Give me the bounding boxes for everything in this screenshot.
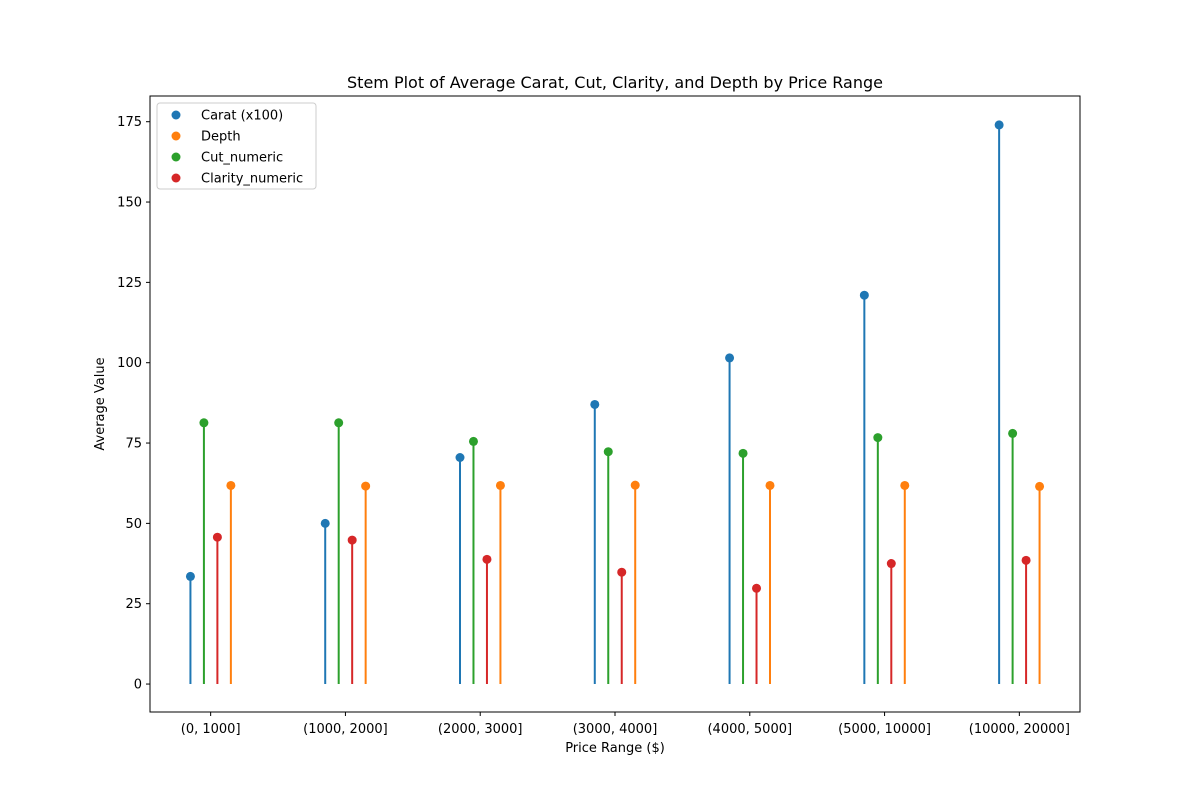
x-tick-label: (5000, 10000] xyxy=(838,722,931,737)
stem-marker-carat-x100 xyxy=(320,518,330,528)
stem-marker-carat-x100 xyxy=(590,399,600,409)
legend-marker-carat-x100 xyxy=(171,110,181,120)
y-tick-label: 100 xyxy=(117,356,142,371)
stem-marker-clarity-numeric xyxy=(347,535,357,545)
stem-marker-carat-x100 xyxy=(455,453,465,463)
stem-marker-clarity-numeric xyxy=(886,559,896,569)
stem-marker-carat-x100 xyxy=(859,290,869,300)
stem-marker-depth xyxy=(226,480,236,490)
legend-label-carat-x100: Carat (x100) xyxy=(201,109,283,124)
stem-marker-cut-numeric xyxy=(334,418,344,428)
legend-label-cut-numeric: Cut_numeric xyxy=(201,151,283,166)
stem-marker-depth xyxy=(495,480,505,490)
legend-marker-depth xyxy=(171,131,181,141)
x-tick-label: (10000, 20000] xyxy=(969,722,1070,737)
y-tick-label: 75 xyxy=(125,437,142,452)
legend-box xyxy=(156,102,317,190)
legend-marker-clarity-numeric xyxy=(171,173,181,183)
stem-marker-cut-numeric xyxy=(468,436,478,446)
legend: Carat (x100) Depth Cut_numeric Clarity_nume… xyxy=(156,102,317,190)
x-tick-label: (4000, 5000] xyxy=(707,722,792,737)
stem-marker-clarity-numeric xyxy=(617,567,627,577)
x-tick-label: (2000, 3000] xyxy=(438,722,523,737)
y-tick-label: 125 xyxy=(117,276,142,291)
legend-label-clarity-numeric: Clarity_numeric xyxy=(201,172,303,187)
stem-marker-cut-numeric xyxy=(199,418,209,428)
stem-marker-cut-numeric xyxy=(1008,428,1018,438)
y-tick-label: 175 xyxy=(117,115,142,130)
stem-marker-depth xyxy=(765,480,775,490)
stem-marker-clarity-numeric xyxy=(212,532,222,542)
legend-marker-cut-numeric xyxy=(171,152,181,162)
plot-area: 0 25 50 75 100 125 150 175 (0, 1000] (1000, 2000]… xyxy=(117,115,1070,737)
legend-label-depth: Depth xyxy=(201,130,241,145)
chart-title: Stem Plot of Average Carat, Cut, Clarity… xyxy=(347,73,883,92)
y-axis-label: Average Value xyxy=(93,357,108,450)
stem-marker-clarity-numeric xyxy=(482,554,492,564)
stem-marker-cut-numeric xyxy=(603,447,613,457)
x-tick-label: (3000, 4000] xyxy=(573,722,658,737)
y-tick-label: 25 xyxy=(125,597,142,612)
stem-marker-clarity-numeric xyxy=(1021,555,1031,565)
stem-marker-depth xyxy=(361,481,371,491)
y-tick-label: 150 xyxy=(117,196,142,211)
y-tick-label: 0 xyxy=(134,678,142,693)
stem-marker-depth xyxy=(1035,481,1045,491)
y-tick-label: 50 xyxy=(125,517,142,532)
stem-marker-carat-x100 xyxy=(725,353,735,363)
stem-marker-carat-x100 xyxy=(994,120,1004,130)
stem-marker-cut-numeric xyxy=(873,433,883,443)
stem-marker-clarity-numeric xyxy=(752,583,762,593)
x-tick-label: (0, 1000] xyxy=(181,722,241,737)
stem-marker-carat-x100 xyxy=(185,571,195,581)
x-tick-label: (1000, 2000] xyxy=(303,722,388,737)
x-axis-label: Price Range ($) xyxy=(565,741,665,756)
stem-marker-depth xyxy=(630,480,640,490)
stem-marker-cut-numeric xyxy=(738,448,748,458)
stem-marker-depth xyxy=(900,480,910,490)
plot-frame xyxy=(149,95,1081,713)
